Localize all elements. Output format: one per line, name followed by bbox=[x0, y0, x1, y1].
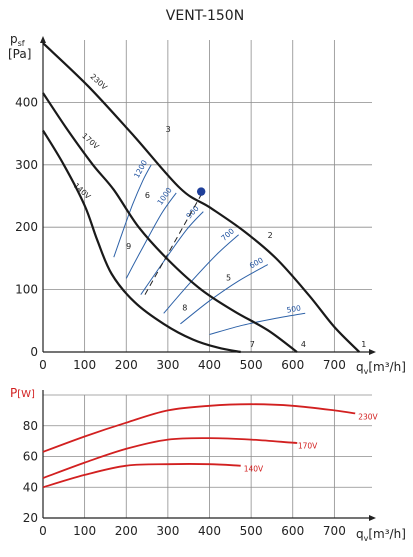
y-tick-label: 20 bbox=[23, 511, 38, 525]
fan-curve bbox=[42, 42, 361, 353]
x-axis-unit: [m³/h] bbox=[368, 527, 406, 541]
curve-number: 8 bbox=[182, 303, 187, 312]
y-tick-label: 60 bbox=[23, 450, 38, 464]
x-tick-label: 500 bbox=[240, 358, 263, 372]
x-tick-label: 700 bbox=[323, 524, 346, 538]
y-axis-label: psf bbox=[10, 32, 25, 48]
y-tick-label: 40 bbox=[23, 480, 38, 494]
design-line bbox=[144, 194, 202, 295]
x-tick-label: 300 bbox=[156, 358, 179, 372]
y-axis-arrow bbox=[40, 36, 46, 43]
curve-number: 5 bbox=[226, 273, 231, 282]
x-tick-label: 500 bbox=[240, 524, 263, 538]
x-tick-label: 200 bbox=[115, 358, 138, 372]
curve-number: 1 bbox=[361, 340, 366, 349]
system-curve bbox=[163, 234, 239, 314]
x-tick-label: 700 bbox=[323, 358, 346, 372]
power-plot: 0 100 200 300 400 500 600 700 20 40 60 80 P[W] qv[m³/… bbox=[10, 386, 406, 543]
x-tick-label: 600 bbox=[281, 524, 304, 538]
system-curve-label: 600 bbox=[248, 255, 265, 270]
x-axis-label: qv[m³/h] bbox=[356, 360, 406, 376]
system-curve bbox=[140, 211, 204, 295]
x-tick-label: 100 bbox=[73, 358, 96, 372]
power-curve-label: 230V bbox=[358, 412, 378, 421]
x-tick-label: 400 bbox=[198, 524, 221, 538]
x-axis-label: qv[m³/h] bbox=[356, 527, 406, 543]
curve-number: 6 bbox=[145, 191, 150, 200]
chart-title: VENT-150N bbox=[166, 8, 244, 24]
y-axis-unit: [W] bbox=[17, 389, 35, 400]
fan-curve-label: 170V bbox=[80, 131, 101, 151]
pressure-plot: 0 100 200 300 400 500 600 700 0 100 200 300 400 psf[P… bbox=[8, 32, 406, 376]
curve-number: 7 bbox=[250, 340, 255, 349]
system-curve bbox=[125, 192, 177, 279]
y-tick-label: 80 bbox=[23, 419, 38, 433]
y-tick-label: 100 bbox=[15, 283, 38, 297]
system-curve-label: 1200 bbox=[132, 158, 149, 179]
curve-number: 2 bbox=[268, 231, 273, 240]
system-curve bbox=[209, 312, 306, 335]
operating-point bbox=[196, 187, 206, 196]
system-curve-label: 1000 bbox=[155, 186, 174, 207]
system-curve-label: 500 bbox=[286, 303, 302, 314]
power-curve-label: 170V bbox=[298, 442, 318, 451]
x-tick-label: 200 bbox=[115, 524, 138, 538]
y-tick-label: 0 bbox=[30, 345, 38, 359]
system-curve bbox=[180, 264, 269, 325]
fan-curve bbox=[42, 92, 298, 353]
power-curve bbox=[42, 403, 356, 453]
x-axis-arrow bbox=[369, 349, 376, 355]
curve-number: 9 bbox=[126, 242, 131, 251]
x-tick-label: 100 bbox=[73, 524, 96, 538]
x-tick-label: 300 bbox=[156, 524, 179, 538]
fan-curve bbox=[42, 129, 241, 354]
system-curve bbox=[113, 164, 152, 258]
x-axis-unit: [m³/h] bbox=[368, 360, 406, 374]
curve-number: 4 bbox=[301, 340, 306, 349]
y-axis-unit: [Pa] bbox=[8, 47, 31, 61]
x-tick-label: 600 bbox=[281, 358, 304, 372]
y-axis-label-sub: sf bbox=[18, 39, 25, 48]
y-tick-label: 200 bbox=[15, 220, 38, 234]
system-curve-label: 900 bbox=[184, 204, 200, 221]
x-tick-label: 400 bbox=[198, 358, 221, 372]
power-curve bbox=[42, 437, 298, 479]
x-axis-label-sub: v bbox=[364, 534, 369, 543]
curve-number: 3 bbox=[166, 125, 171, 134]
x-tick-label: 0 bbox=[39, 358, 47, 372]
y-tick-label: 300 bbox=[15, 158, 38, 172]
system-curve-label: 700 bbox=[219, 226, 236, 242]
x-tick-label: 0 bbox=[39, 524, 47, 538]
y-axis-label: P[W] bbox=[10, 386, 35, 400]
x-axis-arrow bbox=[369, 515, 376, 521]
power-curve-label: 140V bbox=[244, 465, 264, 474]
y-tick-label: 400 bbox=[15, 95, 38, 109]
x-axis-label-sub: v bbox=[364, 367, 369, 376]
power-curve bbox=[42, 463, 241, 489]
